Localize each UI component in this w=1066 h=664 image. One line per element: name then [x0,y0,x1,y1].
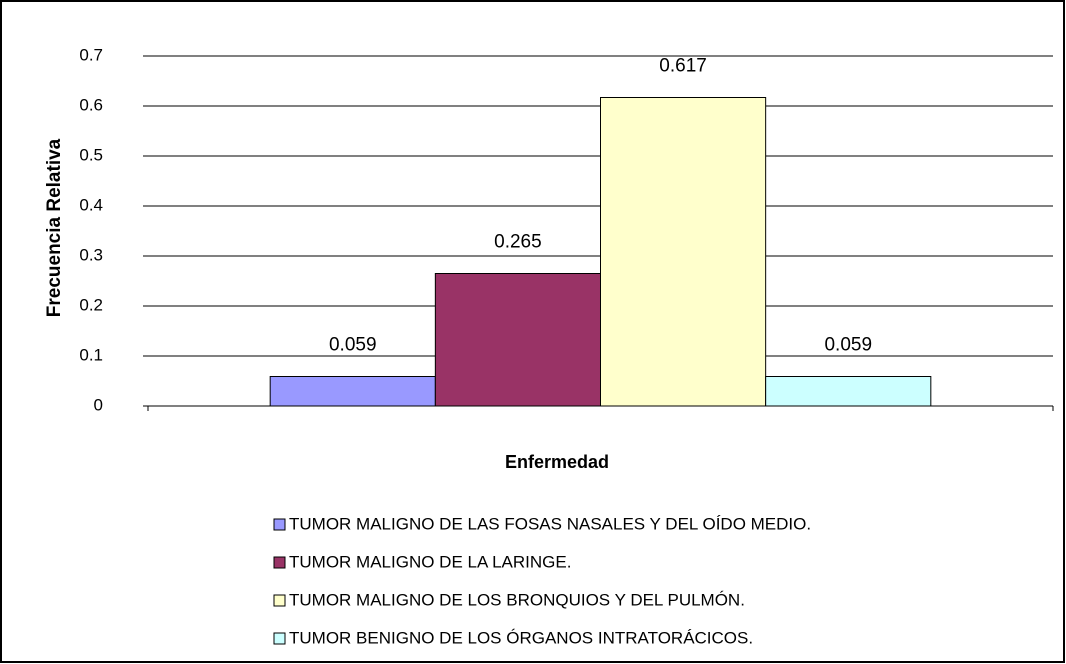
bar [765,376,932,407]
legend-label: TUMOR MALIGNO DE LA LARINGE. [289,552,571,571]
legend-label: TUMOR MALIGNO DE LOS BRONQUIOS Y DEL PUL… [289,590,745,609]
bar [434,273,601,407]
y-tick-label: 0.1 [79,345,103,364]
y-tick-label: 0.6 [79,95,103,114]
y-tick-label: 0 [94,395,103,414]
y-tick-label: 0.3 [79,245,103,264]
legend-swatch [273,518,286,531]
legend-swatch [273,594,286,607]
bar [600,97,767,407]
y-tick-label: 0.7 [79,45,103,64]
data-label: 0.059 [329,335,377,356]
legend-label: TUMOR MALIGNO DE LAS FOSAS NASALES Y DEL… [289,514,811,533]
data-label: 0.059 [824,335,872,356]
x-axis-title: Enfermedad [505,452,609,472]
data-label: 0.617 [659,56,707,77]
y-axis-title: Frecuencia Relativa [44,138,65,317]
y-tick-label: 0.4 [79,195,103,214]
legend-label: TUMOR BENIGNO DE LOS ÓRGANOS INTRATORÁCI… [289,628,753,647]
y-tick-label: 0.2 [79,295,103,314]
legend-swatch [273,632,286,645]
legend-swatch [273,556,286,569]
bar [269,376,436,407]
data-label: 0.265 [494,232,542,253]
y-tick-label: 0.5 [79,145,103,164]
